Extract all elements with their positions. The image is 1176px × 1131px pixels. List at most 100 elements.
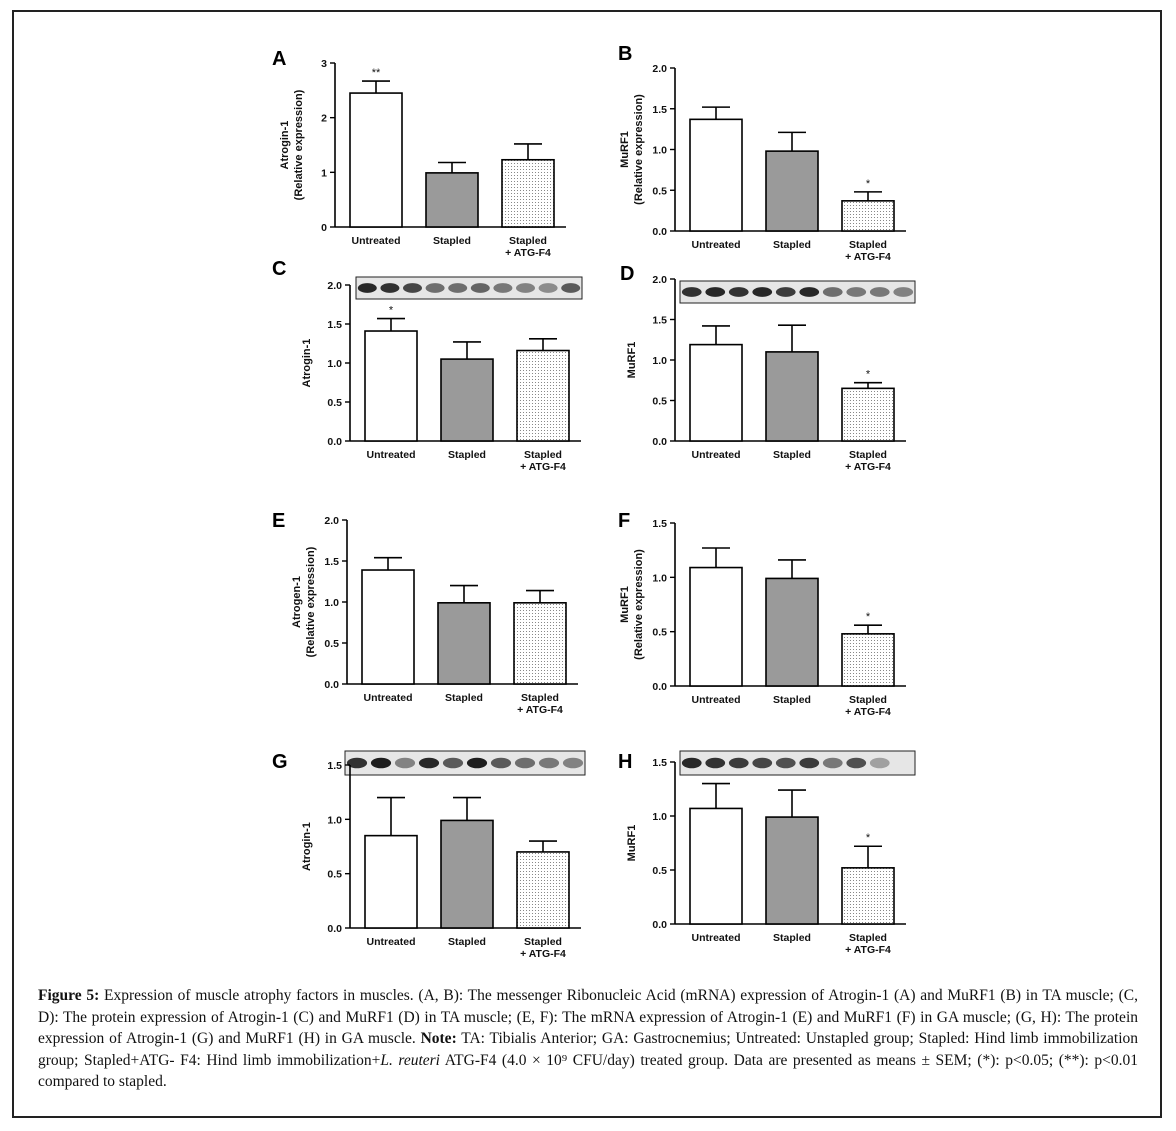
bar <box>841 200 895 232</box>
blot-band <box>370 757 392 769</box>
y-tick-label: 1.5 <box>324 556 339 568</box>
x-category-label: + ATG-F4 <box>520 948 566 960</box>
y-tick-label: 2.0 <box>652 274 667 286</box>
y-tick-label: 2 <box>321 113 327 125</box>
y-tick-label: 0.0 <box>327 436 342 448</box>
caption-figure-label: Figure 5: <box>38 987 100 1004</box>
y-tick-label: 0.0 <box>652 226 667 238</box>
y-tick-label: 1.5 <box>652 104 667 116</box>
y-tick-label: 1.0 <box>652 145 667 157</box>
blot-band <box>442 757 464 769</box>
bar <box>841 867 895 925</box>
significance-marker: * <box>866 611 871 623</box>
x-category-label: Stapled <box>773 932 811 944</box>
figure-caption: Figure 5: Expression of muscle atrophy f… <box>38 985 1138 1093</box>
blot-band <box>470 283 490 293</box>
x-category-label: Stapled <box>509 235 547 247</box>
x-category-label: + ATG-F4 <box>505 247 551 259</box>
panel-letter: B <box>618 43 632 65</box>
chart-panel-g: G 0.0 0.5 1.0 1.5 Atrogin-1 Untreated Stapled St… <box>272 750 586 960</box>
x-category-label: Stapled <box>773 449 811 461</box>
bar <box>516 349 570 442</box>
significance-marker: * <box>866 369 871 381</box>
y-axis-label: (Relative expression) <box>293 89 305 200</box>
panel-letter: A <box>272 48 286 70</box>
x-category-label: Stapled <box>773 694 811 706</box>
caption-text-1: Expression of muscle atrophy factors in … <box>38 987 1138 1047</box>
panel-letter: C <box>272 258 286 280</box>
y-tick-label: 0.5 <box>652 185 667 197</box>
blot-band <box>799 287 820 297</box>
blot-band <box>394 757 416 769</box>
blot-band <box>346 757 368 769</box>
x-category-label: Stapled <box>773 239 811 251</box>
x-category-label: Untreated <box>691 694 740 706</box>
blot-band <box>514 757 536 769</box>
x-category-label: Untreated <box>691 932 740 944</box>
caption-species: L. reuteri <box>380 1051 440 1069</box>
y-tick-label: 1.0 <box>327 358 342 370</box>
y-tick-label: 1.0 <box>327 814 342 826</box>
bar <box>841 387 895 442</box>
blot-band <box>846 757 867 769</box>
y-tick-label: 0.0 <box>324 679 339 691</box>
blot-band <box>403 283 422 293</box>
y-tick-label: 2.0 <box>652 63 667 75</box>
x-category-label: Stapled <box>524 449 562 461</box>
bar <box>689 118 743 232</box>
panel-letter: F <box>618 510 630 532</box>
blot-band <box>752 757 773 769</box>
y-axis-label: Atrogin-1 <box>279 121 291 170</box>
y-tick-label: 0.0 <box>652 681 667 693</box>
western-blot-image <box>679 280 916 304</box>
y-tick-label: 1.5 <box>652 518 667 530</box>
y-tick-label: 0.5 <box>652 627 667 639</box>
bar <box>361 569 415 685</box>
western-blot-image <box>344 750 586 776</box>
y-tick-label: 0.5 <box>324 638 339 650</box>
blot-band <box>516 283 535 293</box>
y-axis-label: Atrogin-1 <box>301 339 313 388</box>
x-category-label: + ATG-F4 <box>520 461 566 473</box>
blot-band <box>380 283 400 293</box>
blot-band <box>775 287 796 297</box>
y-tick-label: 0.5 <box>327 869 342 881</box>
figure-frame <box>12 10 1162 1118</box>
panel-letter: G <box>272 751 288 773</box>
x-category-label: Stapled <box>849 932 887 944</box>
caption-note-label: Note: <box>420 1030 457 1047</box>
blot-band <box>681 287 702 297</box>
y-tick-label: 0.0 <box>327 923 342 935</box>
caption-text-2: TA: Tibialis Anterior; GA: Gastrocnemius… <box>38 1030 1138 1069</box>
bar <box>689 807 743 925</box>
panel-letter: H <box>618 751 632 773</box>
chart-panel-d: D 0.0 0.5 1.0 1.5 2.0 MuRF1 Untreated Stapled * St… <box>620 263 916 473</box>
bar <box>689 343 743 442</box>
x-category-label: Stapled <box>445 692 483 704</box>
blot-band <box>490 757 512 769</box>
blot-band <box>493 283 513 293</box>
panel-letter: D <box>620 263 634 285</box>
y-tick-label: 0 <box>321 222 327 234</box>
blot-band <box>822 757 843 769</box>
bar <box>841 633 895 687</box>
blot-band <box>466 757 488 769</box>
x-category-label: Untreated <box>366 449 415 461</box>
blot-band <box>846 287 867 297</box>
x-category-label: Stapled <box>524 936 562 948</box>
bar <box>765 150 819 232</box>
blot-band <box>775 757 796 769</box>
y-tick-label: 1.0 <box>652 572 667 584</box>
bar <box>349 92 403 228</box>
blot-band <box>869 757 890 769</box>
y-axis-label: MuRF1 <box>619 131 631 168</box>
blot-band <box>752 287 773 297</box>
blot-band <box>822 287 843 297</box>
y-axis-label: Atrogen-1 <box>291 576 303 628</box>
x-category-label: + ATG-F4 <box>845 944 891 956</box>
y-tick-label: 1.5 <box>652 315 667 327</box>
bar <box>440 358 494 442</box>
caption-text-3: ATG-F4 (4.0 × 10⁹ CFU/day) treated group… <box>38 1051 1138 1091</box>
y-tick-label: 0.5 <box>652 865 667 877</box>
chart-panel-c: C 0.0 0.5 1.0 1.5 2.0 Atrogin-1 * Untreated Stapl… <box>272 258 583 473</box>
